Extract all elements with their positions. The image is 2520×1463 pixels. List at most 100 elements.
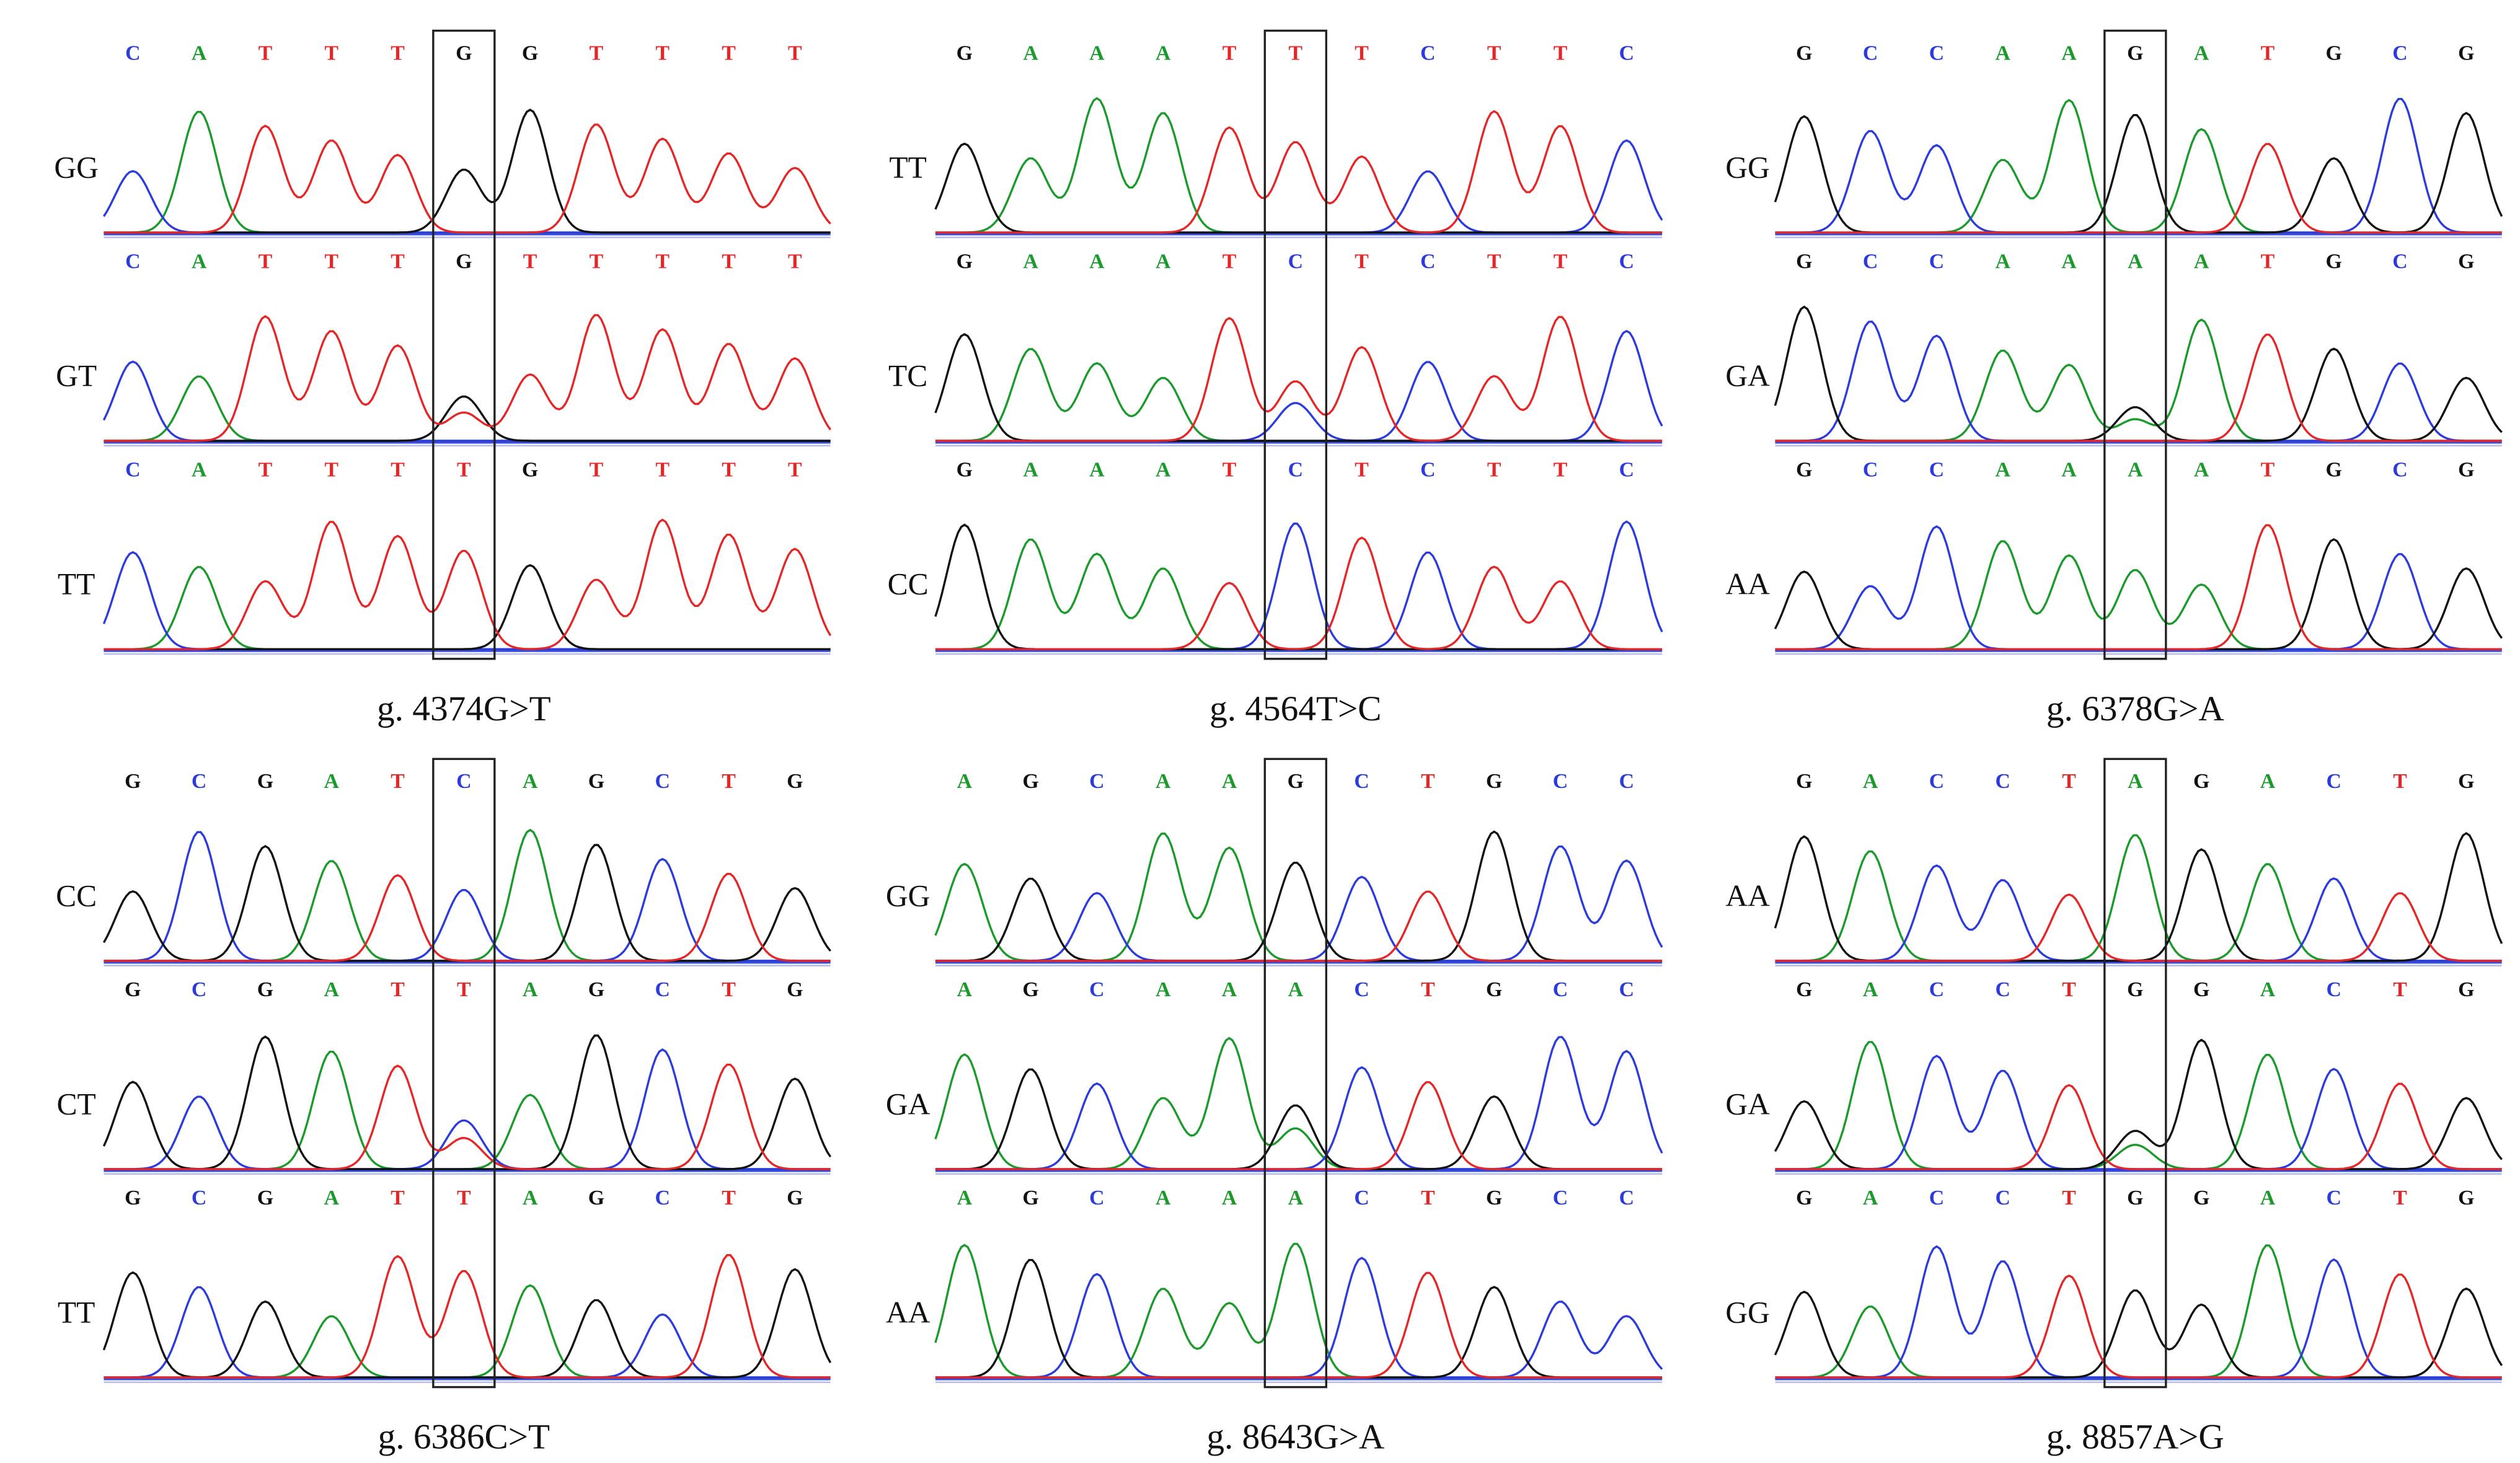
base-call: G xyxy=(588,978,604,1001)
base-call: T xyxy=(2062,978,2076,1001)
trace xyxy=(104,108,831,234)
base-call: G xyxy=(1796,250,1812,273)
trace xyxy=(935,1271,1663,1379)
genotype-label: TT xyxy=(889,151,926,185)
base-call: A xyxy=(1288,978,1304,1001)
trace xyxy=(1775,892,2502,962)
trace xyxy=(1775,143,2502,234)
base-call: A xyxy=(957,978,973,1001)
base-call: T xyxy=(324,42,338,64)
base-call: T xyxy=(1487,42,1501,64)
base-call: A xyxy=(2061,250,2077,273)
base-call: A xyxy=(523,770,538,793)
base-call: G xyxy=(125,770,141,793)
base-call: G xyxy=(2193,1187,2209,1209)
base-call: T xyxy=(2062,770,2076,793)
base-call: A xyxy=(1222,1187,1237,1209)
trace xyxy=(1775,525,2502,650)
base-call: G xyxy=(456,42,472,64)
trace xyxy=(104,1254,831,1379)
trace xyxy=(1775,318,2502,442)
base-call: T xyxy=(259,458,273,481)
base-call: G xyxy=(2458,770,2474,793)
base-call: C xyxy=(1996,1187,2010,1209)
base-call: C xyxy=(1863,42,1878,64)
caption: g. 4374G>T xyxy=(377,689,551,728)
genotype-label: GA xyxy=(1725,359,1770,393)
base-call: A xyxy=(1863,978,1878,1001)
trace xyxy=(104,396,831,442)
trace xyxy=(1775,540,2502,650)
base-call: A xyxy=(1089,458,1105,481)
base-call: T xyxy=(1554,458,1568,481)
base-call: C xyxy=(1354,1187,1369,1209)
trace xyxy=(1774,1287,2503,1379)
trace xyxy=(935,1258,1663,1379)
base-call: G xyxy=(1486,978,1502,1001)
base-call: G xyxy=(456,250,472,273)
base-call: T xyxy=(324,250,338,273)
trace xyxy=(1774,112,2503,234)
base-call: T xyxy=(1554,42,1568,64)
base-call: G xyxy=(957,250,973,273)
base-call: T xyxy=(788,42,802,64)
base-call: T xyxy=(1421,978,1435,1001)
base-call: T xyxy=(391,978,405,1001)
base-call: T xyxy=(590,458,604,481)
base-call: G xyxy=(125,1187,141,1209)
caption: g. 6386C>T xyxy=(378,1418,550,1457)
base-call: C xyxy=(1089,770,1104,793)
base-call: T xyxy=(457,458,471,481)
base-call: T xyxy=(457,1187,471,1209)
base-call: G xyxy=(2127,1187,2143,1209)
variant-box xyxy=(1263,758,1327,1389)
trace xyxy=(1775,320,2502,442)
base-call: G xyxy=(1796,770,1812,793)
base-call: G xyxy=(125,978,141,1001)
base-call: C xyxy=(1288,458,1303,481)
base-call: C xyxy=(1929,250,1944,273)
base-call: T xyxy=(391,1187,405,1209)
variant-box xyxy=(1263,29,1327,660)
base-call: T xyxy=(2393,770,2407,793)
base-call: A xyxy=(1023,42,1038,64)
trace xyxy=(1775,99,2502,234)
trace xyxy=(104,873,831,962)
base-call: C xyxy=(1996,978,2010,1001)
trace xyxy=(935,1257,1663,1379)
base-call: G xyxy=(2458,978,2474,1001)
base-call: G xyxy=(588,770,604,793)
base-call: C xyxy=(192,978,206,1001)
trace xyxy=(935,830,1663,962)
genotype-label: CT xyxy=(57,1087,96,1121)
base-call: T xyxy=(1222,458,1237,481)
base-call: C xyxy=(1619,770,1634,793)
base-call: C xyxy=(1420,42,1435,64)
base-call: C xyxy=(1288,250,1303,273)
base-call: T xyxy=(655,250,670,273)
base-call: C xyxy=(1929,978,1944,1001)
trace xyxy=(104,1284,831,1379)
base-call: T xyxy=(2261,250,2275,273)
genotype-label: CC xyxy=(888,567,929,601)
base-call: G xyxy=(2127,978,2143,1001)
base-call: T xyxy=(722,458,736,481)
trace xyxy=(935,330,1663,442)
base-call: A xyxy=(2194,250,2209,273)
genotype-label: GG xyxy=(886,878,930,913)
genotype-label: AA xyxy=(1725,878,1770,913)
genotype-label: AA xyxy=(886,1295,931,1329)
base-call: T xyxy=(391,458,405,481)
trace xyxy=(1774,1038,2503,1170)
variant-box xyxy=(2103,29,2167,660)
caption: g. 6378G>A xyxy=(2046,689,2224,728)
base-call: A xyxy=(324,770,339,793)
base-call: T xyxy=(1355,42,1369,64)
base-call: C xyxy=(125,42,140,64)
trace xyxy=(1775,97,2502,234)
base-call: A xyxy=(2260,770,2276,793)
base-call: A xyxy=(957,770,973,793)
trace xyxy=(935,316,1663,442)
base-call: G xyxy=(787,1187,803,1209)
base-call: C xyxy=(1619,42,1634,64)
